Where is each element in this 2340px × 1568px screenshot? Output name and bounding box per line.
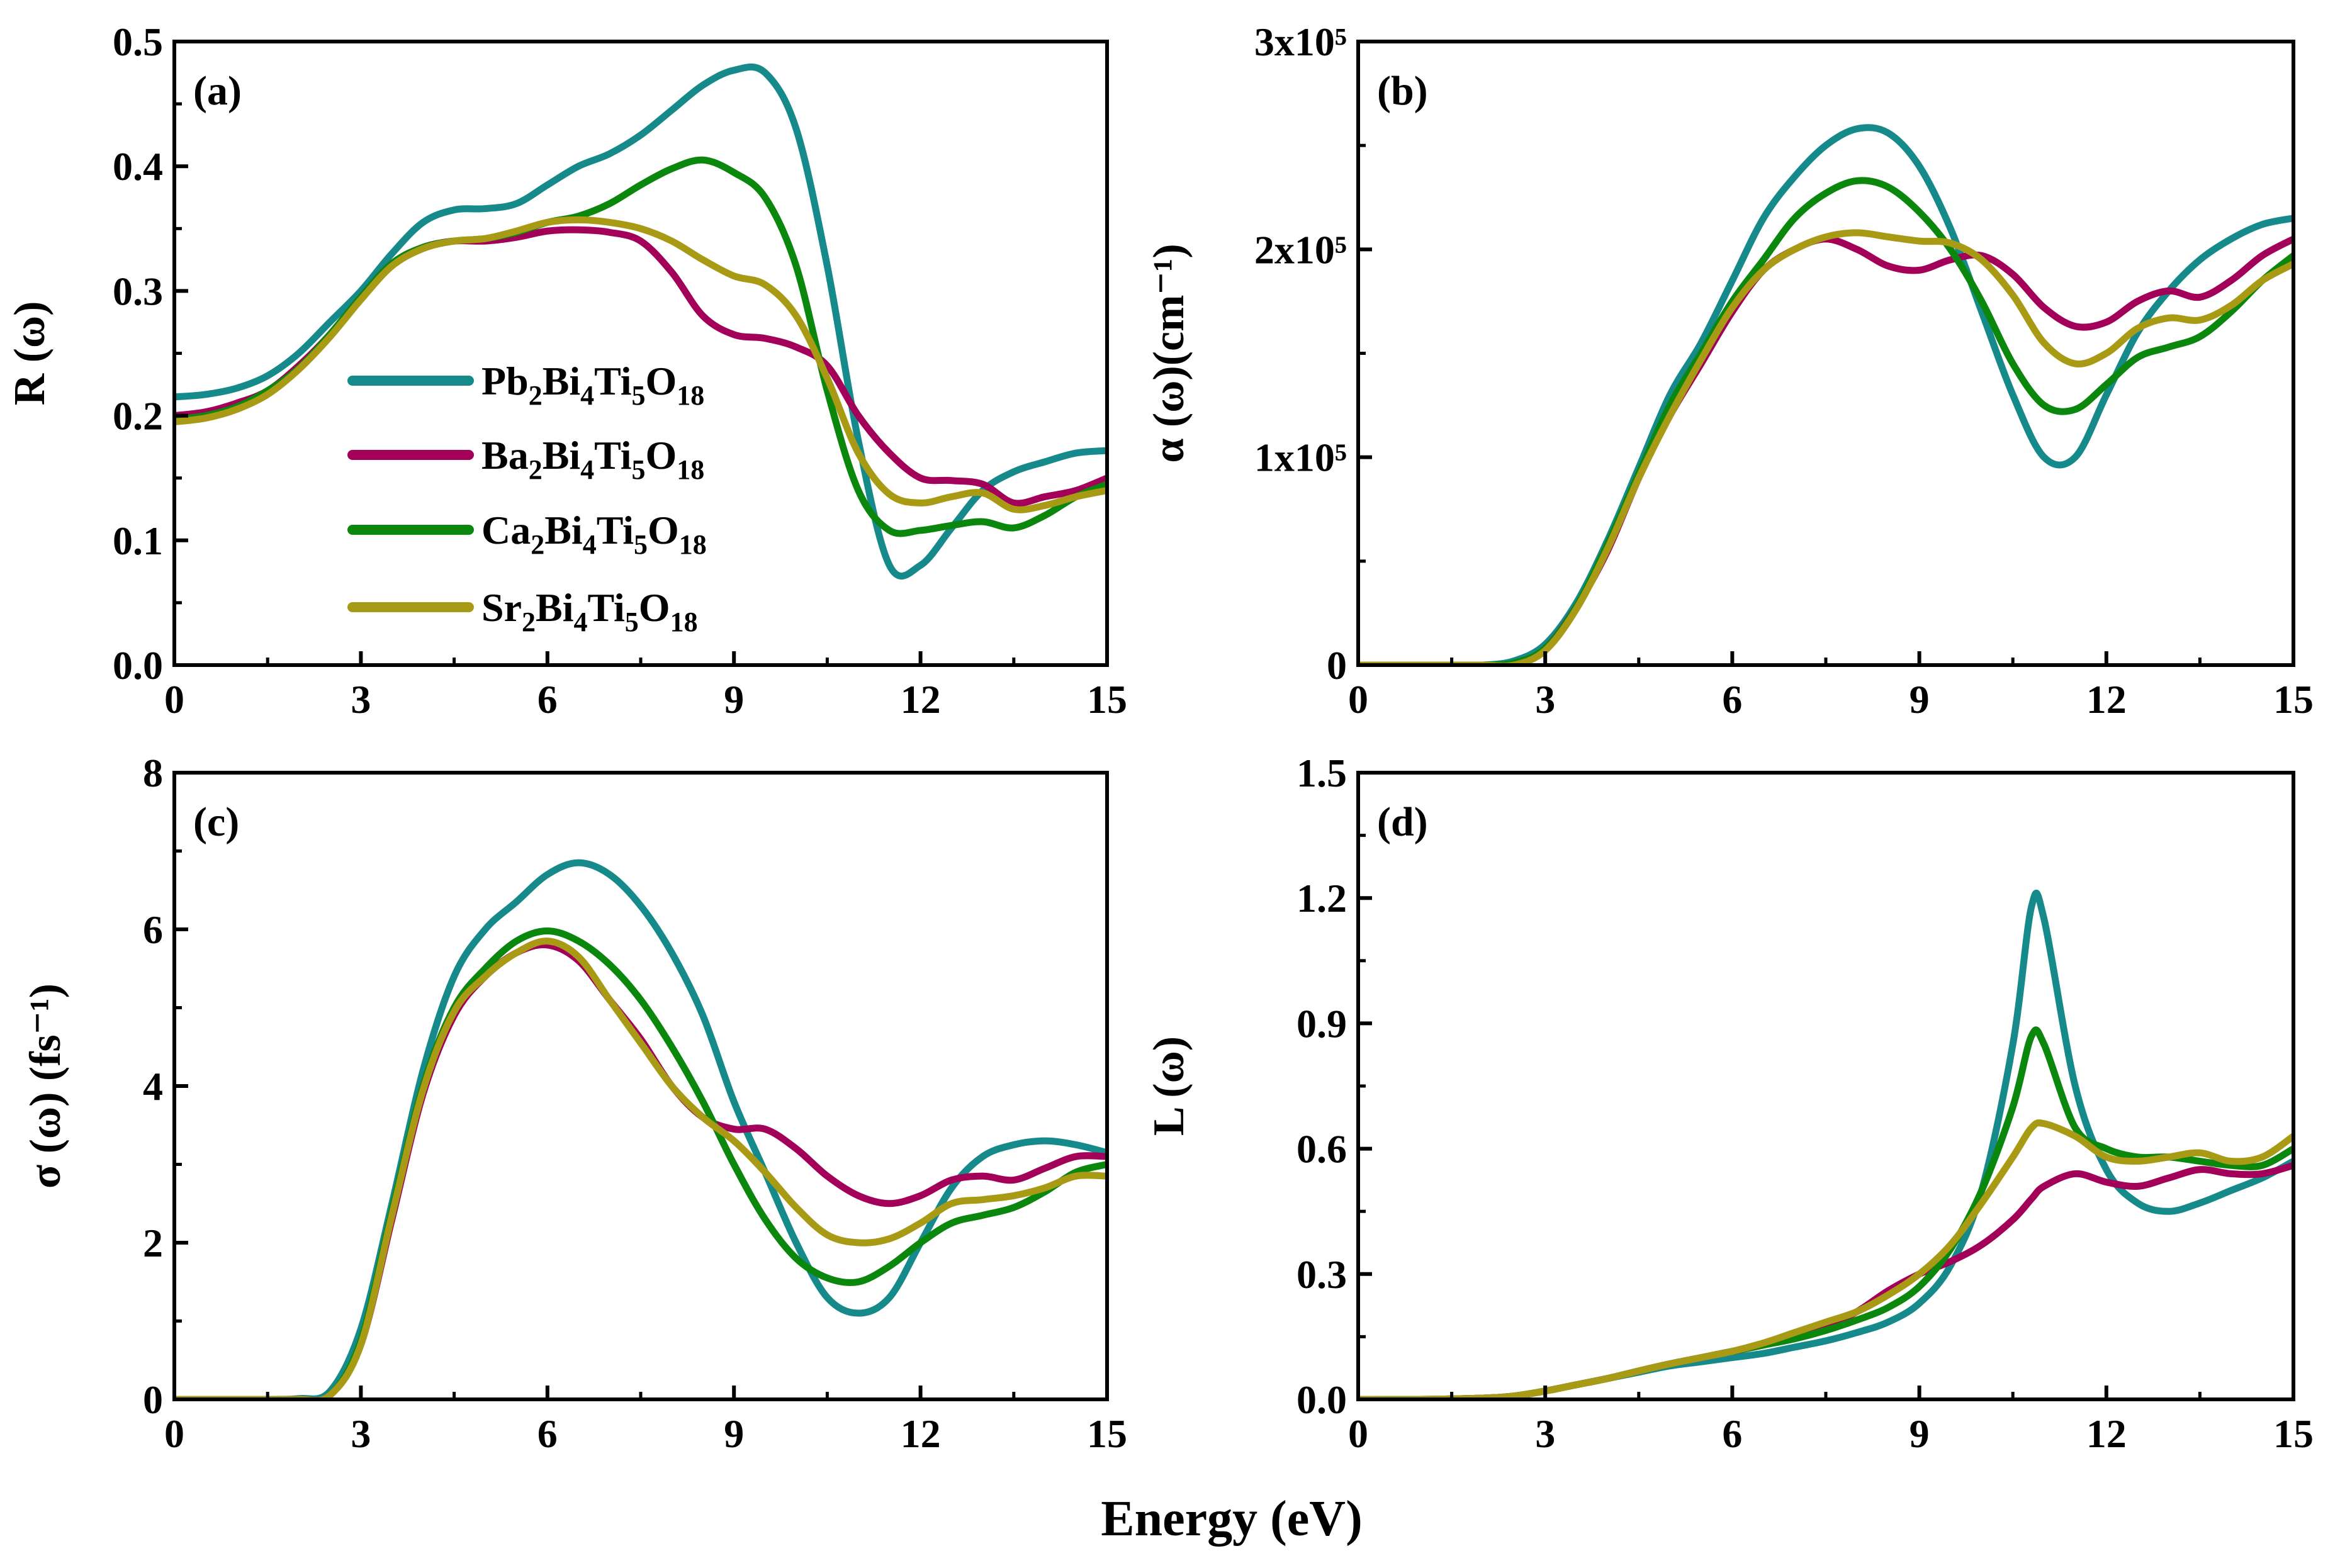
x-tick-label: 12 bbox=[2086, 1411, 2127, 1456]
y-tick-label: 3x10⁵ bbox=[1254, 20, 1347, 64]
legend-label: Sr2Bi4Ti5O18 bbox=[481, 585, 698, 637]
panel-d: 0 3 6 9 12 15 0.0 0.3 0.6 0.9 1.2 1.5 (d) L (ω) bbox=[1145, 751, 2314, 1456]
y-axis-label: L (ω) bbox=[1145, 1036, 1193, 1136]
y-tick-label: 0.9 bbox=[1297, 1001, 1347, 1046]
y-tick-label: 0 bbox=[143, 1377, 163, 1422]
y-tick-label: 0.3 bbox=[1297, 1252, 1347, 1297]
y-tick-label: 0.2 bbox=[113, 394, 163, 439]
x-tick-label: 12 bbox=[2086, 677, 2127, 722]
plot-frame bbox=[172, 771, 1109, 1401]
x-tick-label: 6 bbox=[1722, 1411, 1742, 1456]
legend-item: Sr2Bi4Ti5O18 bbox=[347, 585, 698, 637]
y-tick-label: 0.4 bbox=[113, 144, 163, 189]
panel-label: (b) bbox=[1377, 68, 1428, 114]
y-tick-label: 8 bbox=[143, 751, 163, 795]
panel-label: (d) bbox=[1377, 799, 1428, 845]
x-tick-label: 9 bbox=[1910, 1411, 1930, 1456]
x-tick-label: 3 bbox=[351, 1411, 371, 1456]
panel-c: 0 3 6 9 12 15 0 2 4 6 8 (c) σ (ω) (fs⁻¹) bbox=[21, 751, 1127, 1456]
x-tick-label: 6 bbox=[537, 1411, 558, 1456]
y-tick-label: 0.6 bbox=[1297, 1127, 1347, 1172]
x-tick-label: 0 bbox=[164, 677, 184, 722]
x-tick-label: 15 bbox=[2273, 677, 2314, 722]
shared-x-axis-label: Energy (eV) bbox=[1101, 1491, 1362, 1547]
series-line-Ca2Bi4Ti5O18 bbox=[1358, 177, 2293, 665]
x-tick-label: 15 bbox=[1087, 1411, 1127, 1456]
panel-a: 0 3 6 9 12 15 0.0 0.1 0.2 0.3 0.4 0.5 (a) R (ω) bbox=[6, 20, 1127, 722]
plot-frame bbox=[1356, 771, 2295, 1401]
legend-label: Ba2Bi4Ti5O18 bbox=[481, 433, 704, 485]
legend-item: Ba2Bi4Ti5O18 bbox=[347, 433, 704, 485]
y-tick-label: 6 bbox=[143, 907, 163, 952]
legend-label: Pb2Bi4Ti5O18 bbox=[481, 359, 704, 411]
legend-item: Pb2Bi4Ti5O18 bbox=[347, 359, 704, 411]
x-tick-label: 0 bbox=[1348, 677, 1368, 722]
series-line-Sr2Bi4Ti5O18 bbox=[1358, 229, 2293, 665]
x-tick-label: 6 bbox=[1722, 677, 1742, 722]
x-tick-label: 3 bbox=[1535, 1411, 1555, 1456]
panel-label: (c) bbox=[193, 799, 239, 845]
panel-b: 0 3 6 9 12 15 0 1x10⁵ 2x10⁵ 3x10⁵ (b) α (ω)(cm⁻¹) bbox=[1145, 20, 2314, 722]
legend-label: Ca2Bi4Ti5O18 bbox=[481, 508, 707, 560]
x-tick-label: 9 bbox=[724, 677, 744, 722]
panel-label: (a) bbox=[193, 68, 242, 114]
y-tick-label: 2x10⁵ bbox=[1254, 227, 1347, 272]
x-tick-label: 9 bbox=[724, 1411, 744, 1456]
y-axis-label: σ (ω) (fs⁻¹) bbox=[21, 983, 70, 1189]
series-line-Sr2Bi4Ti5O18 bbox=[1358, 1119, 2293, 1399]
y-axis-label: α (ω)(cm⁻¹) bbox=[1145, 244, 1193, 462]
series-line-Ba2Bi4Ti5O18 bbox=[1358, 1162, 2293, 1399]
y-tick-label: 0.3 bbox=[113, 269, 163, 313]
x-tick-label: 0 bbox=[164, 1411, 184, 1456]
y-tick-label: 0.5 bbox=[113, 20, 163, 64]
series-line-Pb2Bi4Ti5O18 bbox=[174, 859, 1107, 1399]
x-tick-label: 15 bbox=[1087, 677, 1127, 722]
x-tick-label: 3 bbox=[351, 677, 371, 722]
y-tick-label: 1.2 bbox=[1297, 876, 1347, 921]
x-tick-label: 0 bbox=[1348, 1411, 1368, 1456]
y-tick-label: 0.0 bbox=[1297, 1377, 1347, 1422]
x-tick-label: 3 bbox=[1535, 677, 1555, 722]
y-tick-label: 0.0 bbox=[113, 643, 163, 688]
y-tick-label: 4 bbox=[143, 1064, 163, 1109]
x-tick-label: 6 bbox=[537, 677, 558, 722]
y-tick-label: 2 bbox=[143, 1221, 163, 1265]
x-tick-label: 12 bbox=[901, 677, 941, 722]
legend-item: Ca2Bi4Ti5O18 bbox=[347, 508, 707, 560]
y-tick-label: 0 bbox=[1327, 643, 1347, 688]
legend: Pb2Bi4Ti5O18 Ba2Bi4Ti5O18 Ca2Bi4Ti5O18 Sr2B… bbox=[347, 359, 707, 637]
y-tick-label: 1.5 bbox=[1297, 751, 1347, 795]
series-line-Sr2Bi4Ti5O18 bbox=[174, 216, 1107, 513]
y-tick-label: 0.1 bbox=[113, 518, 163, 563]
y-tick-label: 1x10⁵ bbox=[1254, 435, 1347, 480]
series-line-Pb2Bi4Ti5O18 bbox=[1358, 124, 2293, 665]
x-tick-label: 12 bbox=[901, 1411, 941, 1456]
series-line-Pb2Bi4Ti5O18 bbox=[174, 64, 1107, 580]
series-line-Ba2Bi4Ti5O18 bbox=[1358, 235, 2293, 665]
y-axis-label: R (ω) bbox=[6, 301, 54, 406]
x-tick-label: 9 bbox=[1910, 677, 1930, 722]
x-tick-label: 15 bbox=[2273, 1411, 2314, 1456]
series-line-Sr2Bi4Ti5O18 bbox=[174, 938, 1107, 1399]
